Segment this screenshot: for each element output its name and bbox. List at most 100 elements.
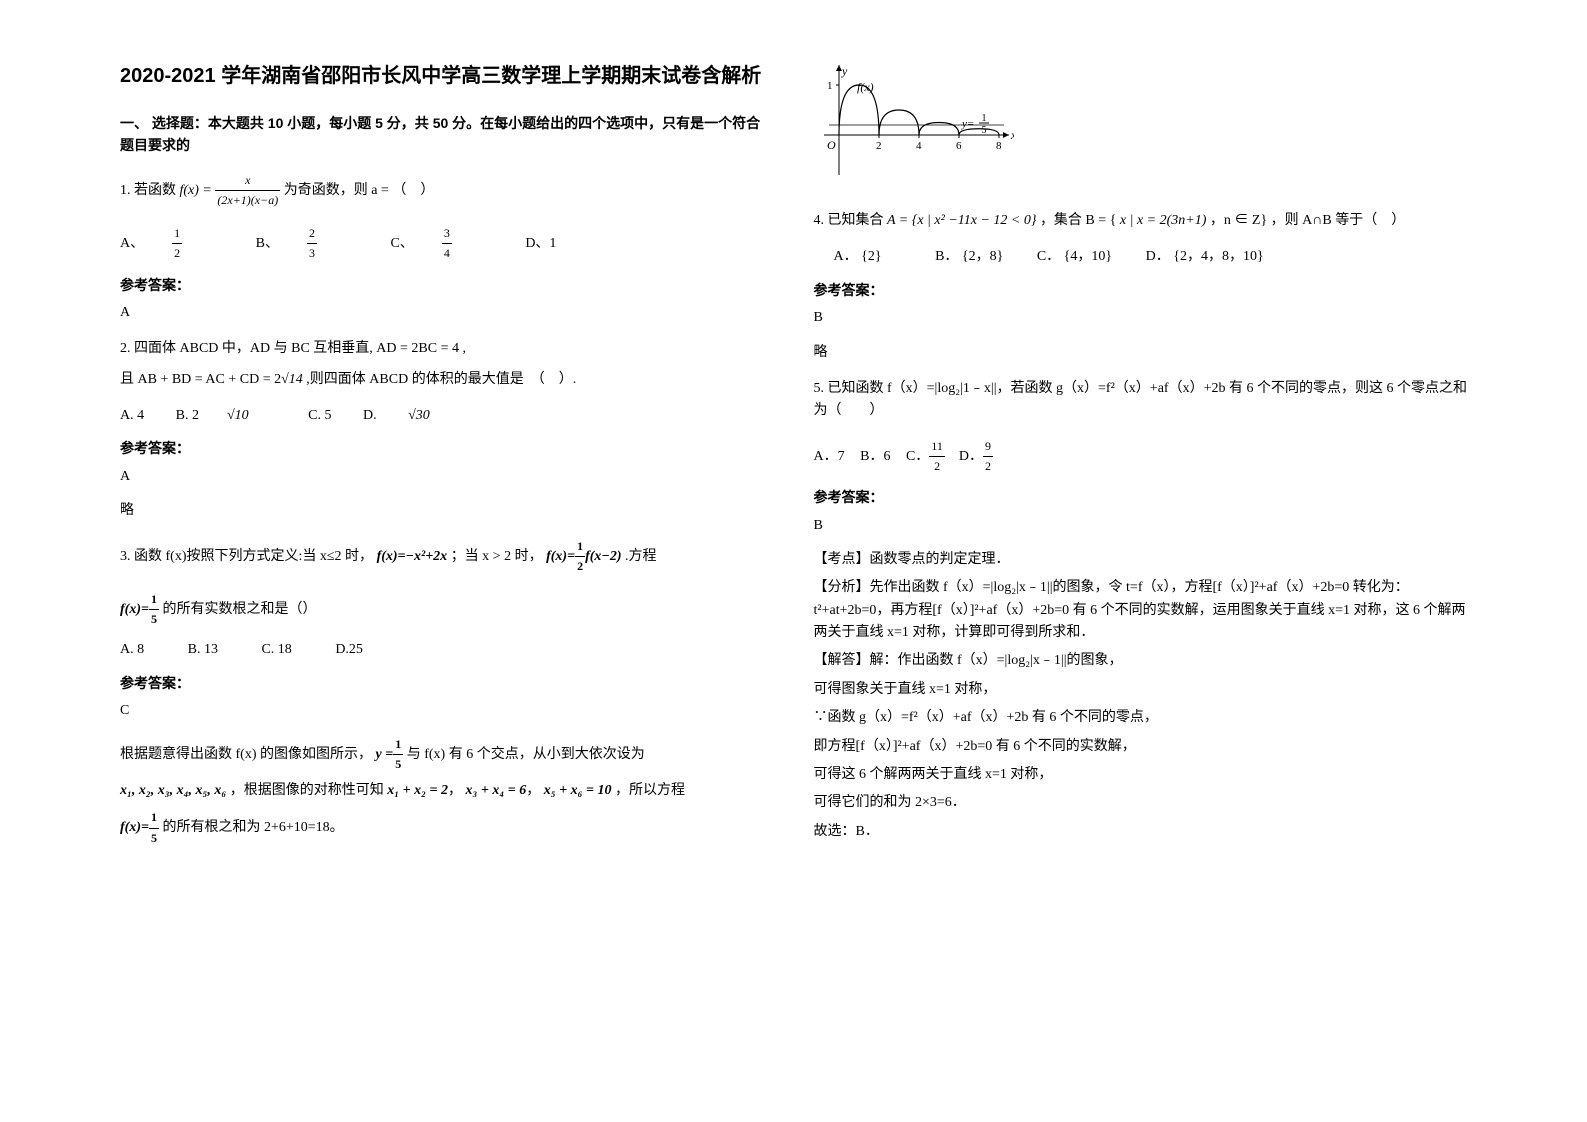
question-2: 2. 四面体 ABCD 中，AD 与 BC 互相垂直, AD = 2BC = 4… bbox=[120, 338, 774, 391]
svg-text:2: 2 bbox=[876, 140, 882, 152]
q4-optD: D． {2，4，8，10} bbox=[1146, 249, 1264, 264]
q5-solve6: 可得它们的和为 2×3=6． bbox=[814, 792, 1468, 814]
q1-answer-label: 参考答案： bbox=[120, 274, 774, 296]
q3-f2-rhs: f(x−2) bbox=[585, 549, 621, 564]
section-header: 一、 选择题：本大题共 10 小题，每小题 5 分，共 50 分。在每小题给出的… bbox=[120, 112, 774, 157]
q5-solve3: ∵函数 g（x）=f²（x）+af（x）+2b 有 6 个不同的零点， bbox=[814, 707, 1468, 729]
q1-answer: A bbox=[120, 302, 774, 324]
q4-A-def: A = {x | x² −11x − 12 < 0} bbox=[887, 213, 1036, 228]
q5-solve7: 故选：B． bbox=[814, 821, 1468, 843]
q5-point-label: 【考点】 bbox=[814, 552, 870, 567]
q5-answer: B bbox=[814, 515, 1468, 537]
q5-options: A．7 B．6 C．112 D．92 bbox=[814, 437, 1468, 476]
q1-options: A、 12 B、 23 C、 34 D、1 bbox=[120, 224, 774, 263]
q2-optA: A. 4 bbox=[120, 408, 144, 423]
question-4: 4. 已知集合 A = {x | x² −11x − 12 < 0} ，集合 B… bbox=[814, 210, 1468, 232]
q2-options: A. 4 B. 2√10 C. 5 D. √30 bbox=[120, 405, 774, 427]
function-graph: 12468yxOf(x)y=15 bbox=[814, 60, 1014, 190]
q5-optC-prefix: C． bbox=[906, 449, 929, 464]
q4-optC: C． {4，10} bbox=[1037, 249, 1112, 264]
q5-optD-frac: 92 bbox=[983, 437, 993, 476]
q3-optC: C. 18 bbox=[261, 642, 291, 657]
question-5: 5. 已知函数 f（x）=|log₂|1﹣x||，若函数 g（x）=f²（x）+… bbox=[814, 378, 1468, 423]
q5-optC-frac: 112 bbox=[929, 437, 945, 476]
q1-optB-label: B、 bbox=[256, 236, 279, 251]
left-column: 2020-2021 学年湖南省邵阳市长风中学高三数学理上学期期末试卷含解析 一、… bbox=[100, 60, 794, 1062]
q3-optD: D.25 bbox=[335, 642, 363, 657]
q3-mid: ；当 x > 2 时， bbox=[451, 549, 543, 564]
q3-eq-lhs: f(x)= bbox=[120, 602, 149, 617]
q3-f2-frac: 12 bbox=[575, 537, 585, 576]
q1-optA-label: A、 bbox=[120, 236, 144, 251]
q4-optA: A． {2} bbox=[834, 249, 882, 264]
svg-text:f(x): f(x) bbox=[857, 80, 874, 94]
q1-optC-label: C、 bbox=[390, 236, 413, 251]
q3-eq-line: f(x)=15 的所有实数根之和是（） bbox=[120, 590, 774, 629]
q4-note: 略 bbox=[814, 342, 1468, 364]
q2-stem2-prefix: 且 AB + BD = AC + CD = 2 bbox=[120, 372, 281, 387]
q3-suffix: .方程 bbox=[625, 549, 657, 564]
q2-stem2: 且 AB + BD = AC + CD = 2√14 ,则四面体 ABCD 的体… bbox=[120, 369, 774, 391]
svg-text:8: 8 bbox=[996, 140, 1002, 152]
q3-optA: A. 8 bbox=[120, 642, 144, 657]
q4-mid: ，集合 B = { bbox=[1040, 213, 1120, 228]
svg-text:x: x bbox=[1010, 128, 1014, 142]
q4-answer-label: 参考答案： bbox=[814, 279, 1468, 301]
q2-optC: C. 5 bbox=[308, 408, 331, 423]
right-column: 12468yxOf(x)y=15 4. 已知集合 A = {x | x² −11… bbox=[794, 60, 1488, 1062]
q2-answer-label: 参考答案： bbox=[120, 437, 774, 459]
question-3: 3. 函数 f(x)按照下列方式定义:当 x≤2 时， f(x)=−x²+2x … bbox=[120, 537, 774, 576]
q3-options: A. 8 B. 13 C. 18 D.25 bbox=[120, 639, 774, 661]
q3-f2-lhs: f(x)= bbox=[546, 549, 575, 564]
svg-text:5: 5 bbox=[981, 125, 986, 136]
q5-optB: B．6 bbox=[860, 449, 890, 464]
q1-frac-den: (2x+1)(x−a) bbox=[215, 191, 280, 210]
q5-solve-label: 【解答】 bbox=[814, 653, 870, 668]
q3-eq-suffix: 的所有实数根之和是（） bbox=[162, 602, 316, 617]
q4-n: ，n ∈ Z} bbox=[1210, 213, 1267, 228]
q5-solve: 【解答】解：作出函数 f（x）=|log₂|x﹣1||的图象， bbox=[814, 650, 1468, 672]
svg-text:4: 4 bbox=[916, 140, 922, 152]
q1-optB-frac: 23 bbox=[307, 224, 345, 263]
q4-prefix: 4. 已知集合 bbox=[814, 213, 888, 228]
q3-answer-label: 参考答案： bbox=[120, 672, 774, 694]
page-title: 2020-2021 学年湖南省邵阳市长风中学高三数学理上学期期末试卷含解析 bbox=[120, 60, 774, 92]
q3-eq-frac: 15 bbox=[149, 590, 159, 629]
q5-solve4: 即方程[f（x）]²+af（x）+2b=0 有 6 个不同的实数解， bbox=[814, 736, 1468, 758]
q5-solve5: 可得这 6 个解两两关于直线 x=1 对称， bbox=[814, 764, 1468, 786]
q5-answer-label: 参考答案： bbox=[814, 486, 1468, 508]
q2-note: 略 bbox=[120, 500, 774, 522]
q3-answer: C bbox=[120, 700, 774, 722]
q5-analysis-label: 【分析】 bbox=[814, 580, 870, 595]
q1-stem-prefix: 1. 若函数 bbox=[120, 183, 180, 198]
q3-optB: B. 13 bbox=[188, 642, 218, 657]
q5-analysis: 【分析】先作出函数 f（x）=|log₂|x﹣1||的图象，令 t=f（x），方… bbox=[814, 577, 1468, 644]
q3-explain-1: 根据题意得出函数 f(x) 的图像如图所示， y =15 与 f(x) 有 6 … bbox=[120, 735, 774, 774]
svg-text:y: y bbox=[841, 64, 848, 78]
q2-optB: B. 2√10 bbox=[176, 408, 277, 423]
svg-text:1: 1 bbox=[827, 80, 833, 92]
svg-text:O: O bbox=[827, 138, 836, 152]
q1-optC-frac: 34 bbox=[442, 224, 480, 263]
q5-solve2: 可得图象关于直线 x=1 对称， bbox=[814, 679, 1468, 701]
q2-sqrt14: √14 bbox=[281, 372, 303, 387]
q1-formula-lhs: f(x) = bbox=[180, 183, 212, 198]
q1-optA-frac: 12 bbox=[172, 224, 210, 263]
q1-stem-suffix: 为奇函数，则 a = （ ） bbox=[284, 183, 435, 198]
q1-frac-num: x bbox=[215, 171, 280, 191]
q3-prefix: 3. 函数 f(x)按照下列方式定义:当 x≤2 时， bbox=[120, 549, 373, 564]
q3-explain-2: x₁, x₂, x₃, x₄, x₅, x₆ ，根据图像的对称性可知 x₁ + … bbox=[120, 780, 774, 802]
question-1: 1. 若函数 f(x) = x (2x+1)(x−a) 为奇函数，则 a = （… bbox=[120, 171, 774, 210]
q4-optB: B． {2，8} bbox=[935, 249, 1003, 264]
q4-B-def: x | x = 2(3n+1) bbox=[1120, 213, 1207, 228]
q4-answer: B bbox=[814, 307, 1468, 329]
q4-options: A． {2} B． {2，8} C． {4，10} D． {2，4，8，10} bbox=[814, 246, 1468, 268]
q3-f1: f(x)=−x²+2x bbox=[377, 549, 448, 564]
q2-answer: A bbox=[120, 466, 774, 488]
q1-optD: D、1 bbox=[525, 236, 556, 251]
svg-text:6: 6 bbox=[956, 140, 962, 152]
svg-text:1: 1 bbox=[981, 113, 986, 124]
q4-suffix: ，则 A∩B 等于（ ） bbox=[1271, 213, 1406, 228]
q5-optD-prefix: D． bbox=[959, 449, 983, 464]
q2-stem1: 2. 四面体 ABCD 中，AD 与 BC 互相垂直, AD = 2BC = 4… bbox=[120, 338, 774, 360]
